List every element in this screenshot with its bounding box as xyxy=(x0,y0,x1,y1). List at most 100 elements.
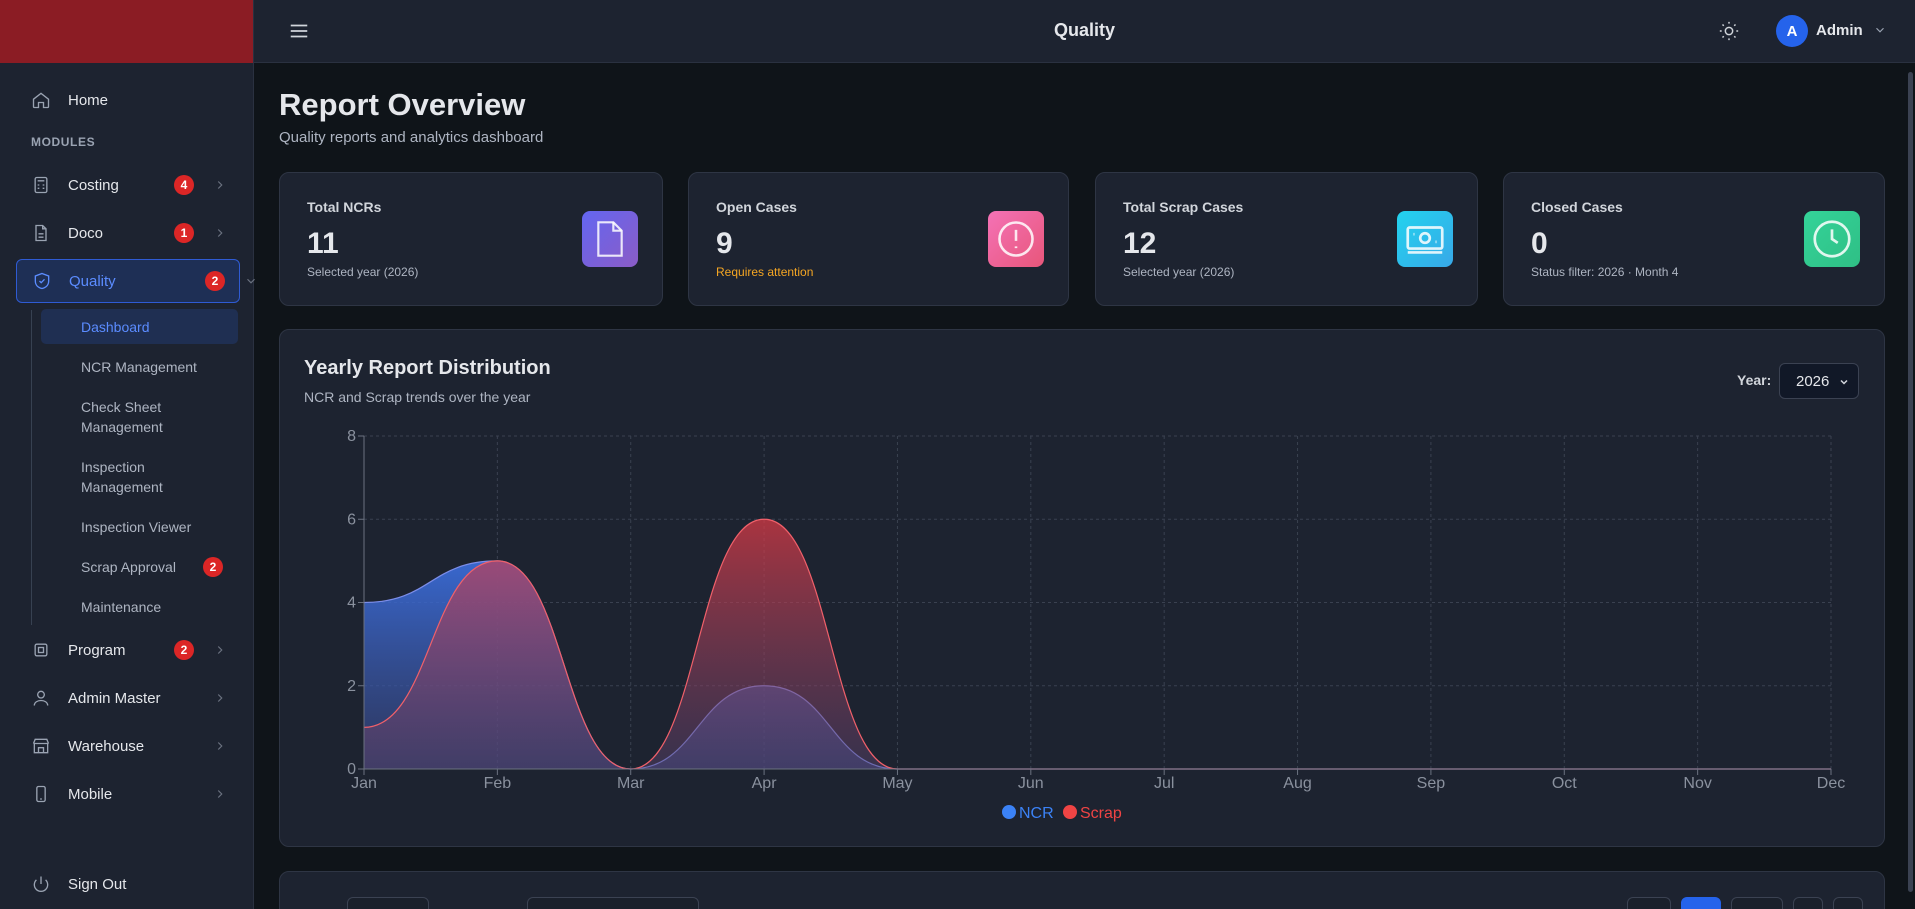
sidebar-item-warehouse[interactable]: Warehouse xyxy=(16,724,240,768)
card-title: Total Scrap Cases xyxy=(1123,199,1244,215)
legend-swatch-scrap xyxy=(1063,805,1077,819)
search-control[interactable] xyxy=(527,897,699,909)
card-title: Closed Cases xyxy=(1531,199,1623,215)
chevron-down-icon xyxy=(1838,375,1850,387)
stat-card-total-ncrs: Total NCRs 11 Selected year (2026) xyxy=(279,172,663,306)
sidebar-item-doco[interactable]: Doco 1 xyxy=(16,211,240,255)
chevron-right-icon xyxy=(212,690,228,706)
submenu-rail xyxy=(31,310,32,625)
card-title: Total NCRs xyxy=(307,199,382,215)
user-name[interactable]: Admin xyxy=(1816,22,1863,39)
sidebar-item-label: Doco xyxy=(68,224,104,242)
brand-logo-area xyxy=(0,0,253,63)
stat-card-total-scrap-cases: Total Scrap Cases 12 Selected year (2026… xyxy=(1095,172,1478,306)
sidebar-item-label: Admin Master xyxy=(68,689,161,707)
y-tick-label: 8 xyxy=(347,428,356,445)
clock-icon xyxy=(1804,211,1860,267)
x-tick-label: Jul xyxy=(1154,775,1174,792)
page-subtitle: Quality reports and analytics dashboard xyxy=(279,129,544,146)
sidebar-item-program[interactable]: Program 2 xyxy=(16,628,240,672)
sidebar-item-admin-master[interactable]: Admin Master xyxy=(16,676,240,720)
y-tick-label: 6 xyxy=(347,511,356,528)
sidebar-subitem-check-sheet-management[interactable]: Check Sheet Management xyxy=(81,399,163,435)
sidebar-item-home[interactable]: Home xyxy=(16,78,240,122)
sign-out-button[interactable]: Sign Out xyxy=(16,862,240,906)
sidebar-section-label: MODULES xyxy=(31,135,96,149)
sidebar-item-mobile[interactable]: Mobile xyxy=(16,772,240,816)
page-scrollbar[interactable] xyxy=(1908,72,1913,892)
sidebar-subitem-ncr-management[interactable]: NCR Management xyxy=(81,359,197,375)
chart-title: Yearly Report Distribution xyxy=(304,357,551,379)
year-select-value: 2026 xyxy=(1796,372,1830,390)
x-tick-label: Apr xyxy=(752,775,778,792)
x-tick-label: Feb xyxy=(484,775,512,792)
year-select[interactable]: 2026 xyxy=(1779,363,1859,399)
stat-card-closed-cases: Closed Cases 0 Status filter: 2026 · Mon… xyxy=(1503,172,1885,306)
pagination-button[interactable] xyxy=(1731,897,1783,909)
chevron-down-icon[interactable] xyxy=(1873,23,1889,39)
sidebar-subitem-scrap-approval[interactable]: Scrap Approval 2 xyxy=(41,550,238,584)
legend-swatch-ncr xyxy=(1002,805,1016,819)
header-title: Quality xyxy=(1053,20,1115,40)
home-icon xyxy=(30,89,52,111)
sidebar-item-costing[interactable]: Costing 4 xyxy=(16,163,240,207)
x-tick-label: Sep xyxy=(1417,775,1446,792)
sidebar-item-label: Mobile xyxy=(68,785,113,803)
card-title: Open Cases xyxy=(716,199,797,215)
card-note: Requires attention xyxy=(716,265,814,279)
reports-table-panel xyxy=(279,871,1885,909)
card-note: Selected year (2026) xyxy=(1123,265,1235,279)
x-tick-label: Aug xyxy=(1283,775,1311,792)
pagination-button[interactable] xyxy=(1627,897,1671,909)
avatar[interactable]: A xyxy=(1776,15,1808,47)
pagination-button[interactable] xyxy=(1793,897,1823,909)
card-value: 9 xyxy=(716,227,733,260)
sidebar-item-label: Quality xyxy=(69,272,116,290)
card-note: Status filter: 2026 · Month 4 xyxy=(1531,265,1679,279)
notification-badge: 2 xyxy=(203,557,223,577)
document-icon xyxy=(582,211,638,267)
alert-circle-icon xyxy=(988,211,1044,267)
y-tick-label: 4 xyxy=(347,595,356,612)
legend-label-ncr: NCR xyxy=(1019,805,1054,822)
sidebar-subitem-dashboard[interactable]: Dashboard xyxy=(41,309,238,344)
chevron-right-icon xyxy=(212,642,228,658)
chevron-right-icon xyxy=(212,225,228,241)
x-tick-label: Oct xyxy=(1552,775,1577,792)
year-label: Year: xyxy=(1737,372,1772,388)
menu-toggle-icon[interactable] xyxy=(288,20,310,42)
sidebar: Home MODULES Costing 4 Doco 1 Quality 2 xyxy=(0,0,255,909)
y-tick-label: 0 xyxy=(347,761,356,778)
shield-check-icon xyxy=(31,270,53,292)
chevron-right-icon xyxy=(212,738,228,754)
card-note: Selected year (2026) xyxy=(307,265,419,279)
page-title: Report Overview xyxy=(279,87,526,122)
series-area-scrap xyxy=(364,519,1831,769)
sidebar-item-label: Program xyxy=(68,641,126,659)
card-value: 11 xyxy=(307,227,339,260)
calculator-icon xyxy=(30,174,52,196)
pagination-button[interactable] xyxy=(1833,897,1863,909)
chevron-right-icon xyxy=(212,786,228,802)
sign-out-label: Sign Out xyxy=(68,875,127,893)
card-value: 0 xyxy=(1531,227,1548,260)
sidebar-subitem-maintenance[interactable]: Maintenance xyxy=(81,599,162,615)
document-icon xyxy=(30,222,52,244)
filter-control[interactable] xyxy=(347,897,429,909)
sidebar-item-label: Home xyxy=(68,91,109,109)
chevron-down-icon xyxy=(243,273,259,289)
pagination-button-active[interactable] xyxy=(1681,897,1721,909)
sun-icon[interactable] xyxy=(1718,20,1740,42)
power-icon xyxy=(30,873,52,895)
chart-subtitle: NCR and Scrap trends over the year xyxy=(304,389,531,405)
sidebar-subitem-inspection-viewer[interactable]: Inspection Viewer xyxy=(81,519,192,535)
x-tick-label: Nov xyxy=(1683,775,1711,792)
card-value: 12 xyxy=(1123,227,1157,260)
x-tick-label: Dec xyxy=(1817,775,1845,792)
stat-card-open-cases: Open Cases 9 Requires attention xyxy=(688,172,1069,306)
sidebar-subitem-inspection-management[interactable]: Inspection Management xyxy=(81,459,163,495)
x-tick-label: Mar xyxy=(617,775,645,792)
sidebar-item-quality[interactable]: Quality 2 xyxy=(16,259,255,303)
notification-badge: 2 xyxy=(174,640,194,660)
